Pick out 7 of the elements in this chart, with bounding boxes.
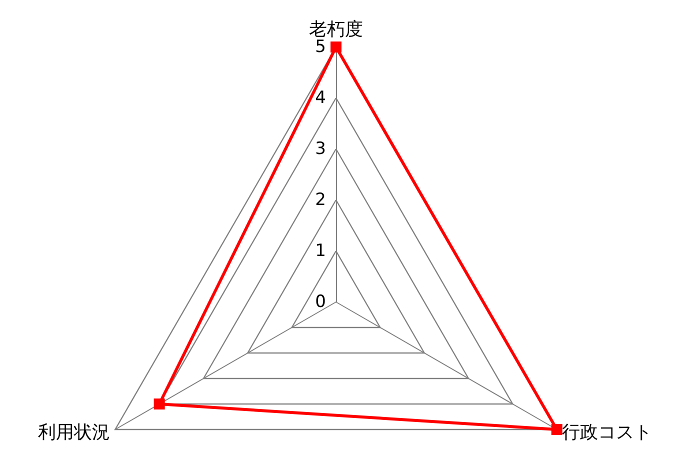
spoke-label: 行政コスト	[562, 422, 652, 443]
y-tick-label: 3	[315, 139, 326, 159]
y-tick-label: 1	[315, 241, 326, 261]
y-tick-label: 2	[315, 190, 326, 210]
y-tick-label: 4	[315, 88, 326, 108]
y-tick-label: 0	[315, 292, 326, 312]
spoke-label: 利用状況	[38, 422, 110, 443]
